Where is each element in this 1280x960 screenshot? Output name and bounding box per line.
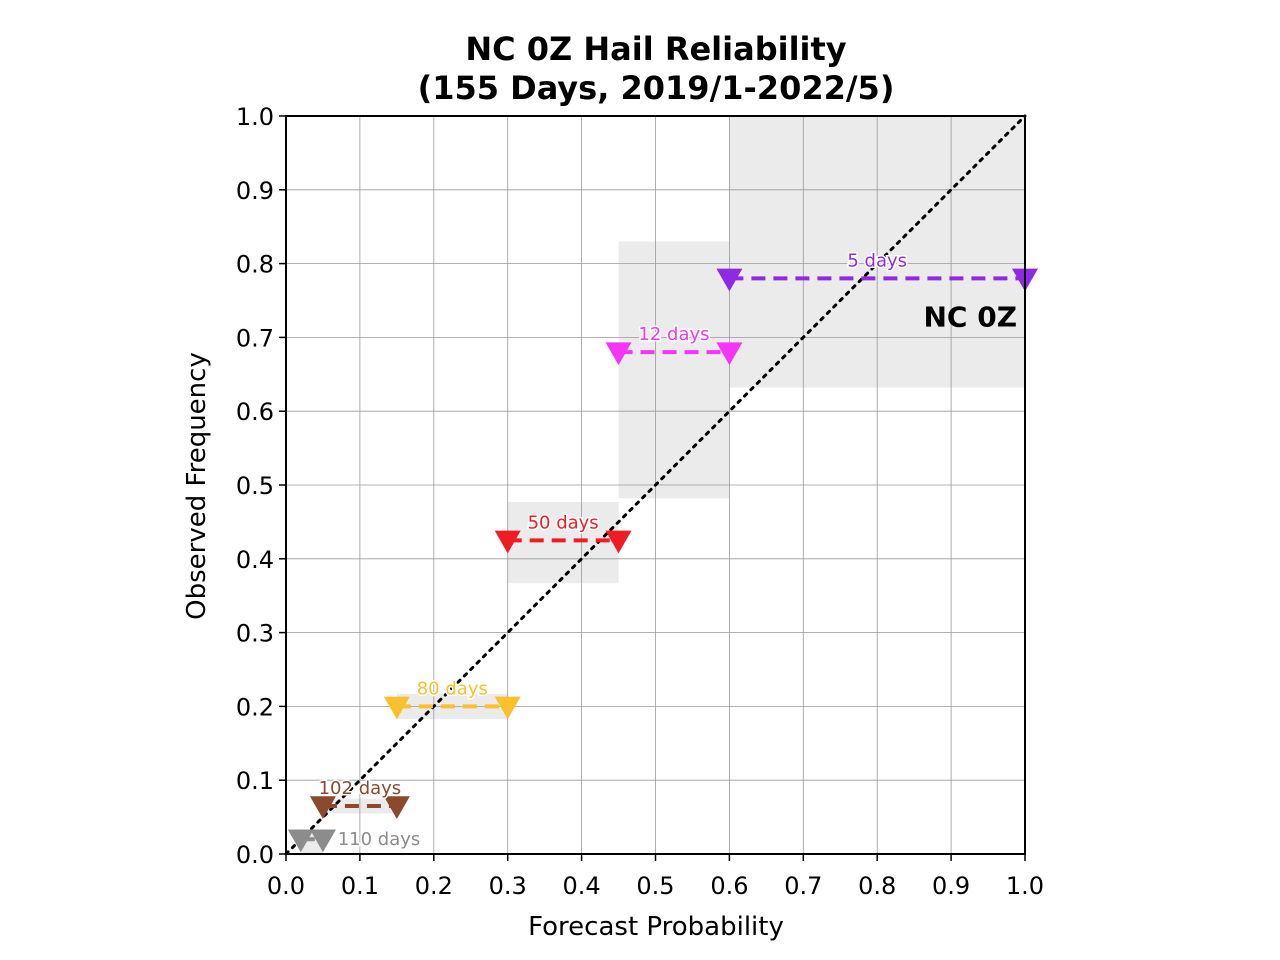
y-tick-label-1: 0.1 bbox=[236, 767, 274, 795]
bin-label-1: 102 days bbox=[319, 778, 402, 799]
x-tick-label-4: 0.4 bbox=[563, 872, 601, 900]
y-tick-label-5: 0.5 bbox=[236, 472, 274, 500]
axis-ticks: 0.0 0.1 0.2 0.3 0.4 0.5 0.6 0.7 0.8 0.9 1.0 0.0 0.1 0… bbox=[236, 103, 1044, 900]
y-tick-label-8: 0.8 bbox=[236, 251, 274, 279]
perfect-reliability-line bbox=[284, 114, 1027, 856]
bin-label-3: 50 days bbox=[528, 512, 599, 533]
x-tick-label-10: 1.0 bbox=[1006, 872, 1044, 900]
x-tick-label-0: 0.0 bbox=[267, 872, 305, 900]
bin-label-2: 80 days bbox=[417, 678, 488, 699]
bin-label-0: 110 days bbox=[338, 829, 421, 850]
bin-marker-left-1 bbox=[309, 796, 336, 820]
bin-marker-left-0 bbox=[287, 829, 314, 853]
bin-label-5: 5 days bbox=[847, 250, 907, 271]
y-tick-label-2: 0.2 bbox=[236, 693, 274, 721]
y-axis-label: Observed Frequency bbox=[182, 352, 212, 620]
x-axis-label: Forecast Probability bbox=[528, 912, 784, 942]
panel-label: NC 0Z bbox=[923, 300, 1017, 333]
bin-marker-left-5 bbox=[716, 268, 743, 292]
chart-subtitle: (155 Days, 2019/1-2022/5) bbox=[418, 69, 895, 107]
bin-marker-right-0 bbox=[309, 829, 336, 853]
y-tick-label-6: 0.6 bbox=[236, 398, 274, 426]
y-tick-label-9: 0.9 bbox=[236, 177, 274, 205]
x-tick-label-8: 0.8 bbox=[858, 872, 896, 900]
ci-box-4 bbox=[618, 241, 730, 499]
reliability-bins: 110 days 102 days 80 days 50 days 12 days 5 d… bbox=[287, 249, 1038, 853]
x-tick-label-5: 0.5 bbox=[636, 872, 674, 900]
x-tick-label-1: 0.1 bbox=[341, 872, 379, 900]
bin-marker-right-1 bbox=[383, 796, 410, 820]
bin-marker-right-4 bbox=[716, 342, 743, 366]
bin-marker-right-3 bbox=[605, 530, 632, 554]
y-tick-label-0: 0.0 bbox=[236, 841, 274, 869]
x-tick-label-2: 0.2 bbox=[415, 872, 453, 900]
bin-marker-left-2 bbox=[383, 696, 410, 720]
x-tick-label-3: 0.3 bbox=[489, 872, 527, 900]
chart-title: NC 0Z Hail Reliability bbox=[465, 30, 846, 68]
y-tick-label-7: 0.7 bbox=[236, 324, 274, 352]
y-tick-label-4: 0.4 bbox=[236, 546, 274, 574]
ci-box-3 bbox=[507, 501, 619, 584]
bin-marker-right-2 bbox=[494, 696, 521, 720]
bin-marker-left-3 bbox=[494, 530, 521, 554]
y-tick-label-3: 0.3 bbox=[236, 620, 274, 648]
bin-marker-left-4 bbox=[605, 342, 632, 366]
y-tick-label-10: 1.0 bbox=[236, 103, 274, 131]
x-tick-label-9: 0.9 bbox=[932, 872, 970, 900]
x-tick-label-6: 0.6 bbox=[710, 872, 748, 900]
bin-label-4: 12 days bbox=[638, 324, 709, 345]
x-tick-label-7: 0.7 bbox=[784, 872, 822, 900]
